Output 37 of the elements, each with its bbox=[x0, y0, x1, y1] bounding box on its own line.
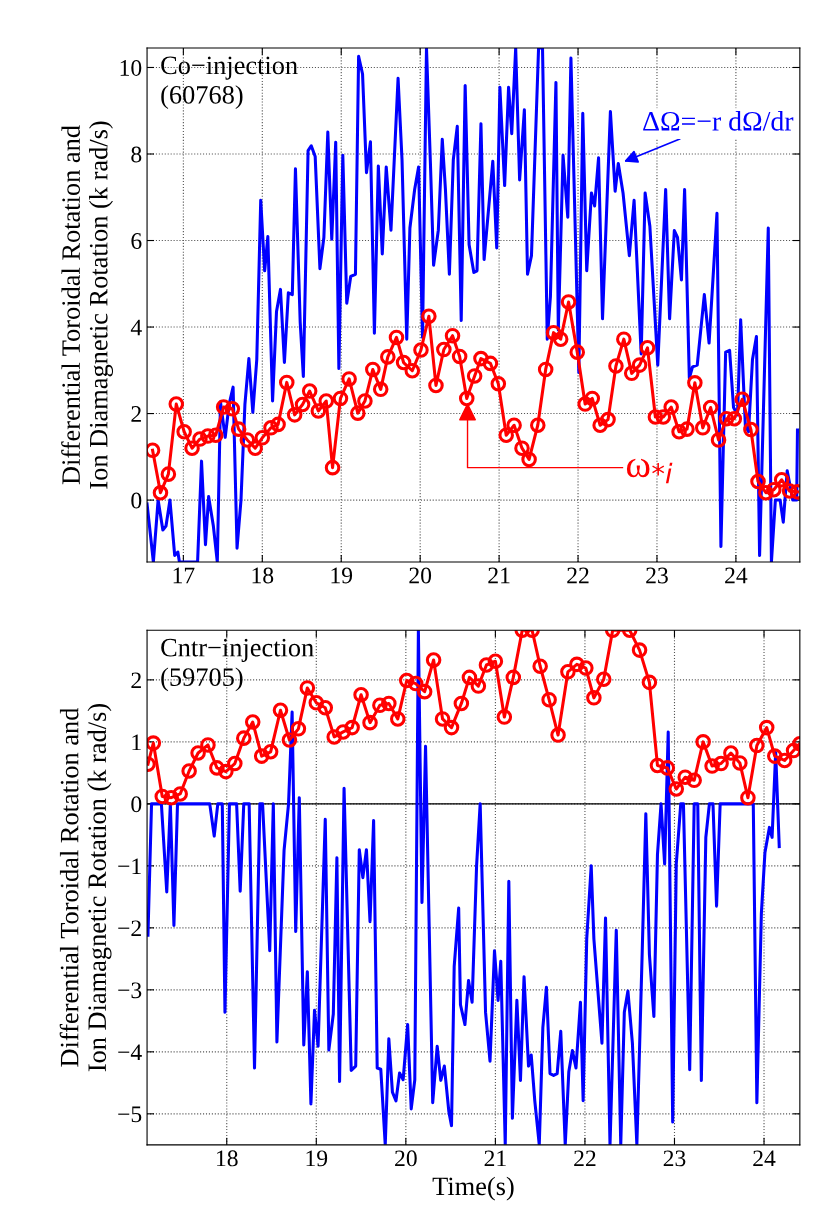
x-axis-title: Time(s) bbox=[432, 1176, 514, 1201]
x-tick-label: 19 bbox=[306, 1150, 328, 1167]
x-tick-label: 21 bbox=[484, 1150, 506, 1167]
annotation: Cntr−injection (59705) bbox=[161, 638, 314, 692]
y-tick-label: −3 bbox=[118, 982, 142, 999]
y-tick-label: 1 bbox=[132, 734, 141, 751]
y-tick-label: 2 bbox=[131, 406, 141, 422]
x-tick-label: 19 bbox=[331, 567, 353, 584]
x-tick-label: 24 bbox=[753, 1150, 776, 1167]
y-tick-label: 6 bbox=[131, 233, 142, 249]
y-tick-label: −4 bbox=[118, 1044, 142, 1061]
annotation: Co−injection (60768) bbox=[161, 56, 298, 110]
line-series bbox=[147, 48, 799, 562]
y-tick-label: 0 bbox=[131, 796, 142, 813]
annotation: ΔΩ=−r dΩ/dr bbox=[643, 111, 794, 131]
y-tick-label: 10 bbox=[120, 59, 142, 76]
y-axis-title: Differential Toroidal Rotation and Ion Diamagnetic Rotation (k rad/s) bbox=[61, 121, 114, 489]
y-tick-label: −1 bbox=[118, 858, 141, 875]
x-tick-label: 24 bbox=[725, 567, 748, 584]
y-axis-title: Differential Toroidal Rotation and Ion Diamagnetic Rotation (k rad/s) bbox=[59, 704, 112, 1072]
x-tick-label: 22 bbox=[574, 1150, 596, 1167]
y-tick-label: 2 bbox=[131, 672, 141, 689]
x-tick-label: 20 bbox=[395, 1150, 417, 1167]
x-tick-label: 17 bbox=[173, 567, 195, 584]
annotation: ω$_{*i}$ bbox=[626, 458, 673, 484]
x-tick-label: 23 bbox=[646, 567, 668, 584]
y-tick-label: 8 bbox=[131, 146, 142, 163]
y-tick-label: 4 bbox=[130, 319, 142, 336]
x-tick-label: 18 bbox=[252, 567, 274, 584]
x-tick-label: 18 bbox=[217, 1150, 238, 1167]
y-tick-label: −2 bbox=[118, 920, 141, 937]
x-tick-label: 21 bbox=[488, 567, 510, 584]
x-tick-label: 23 bbox=[663, 1150, 686, 1167]
y-tick-label: 0 bbox=[131, 492, 142, 509]
x-tick-label: 22 bbox=[567, 567, 589, 584]
x-tick-label: 20 bbox=[409, 567, 432, 584]
y-tick-label: −5 bbox=[118, 1106, 142, 1123]
